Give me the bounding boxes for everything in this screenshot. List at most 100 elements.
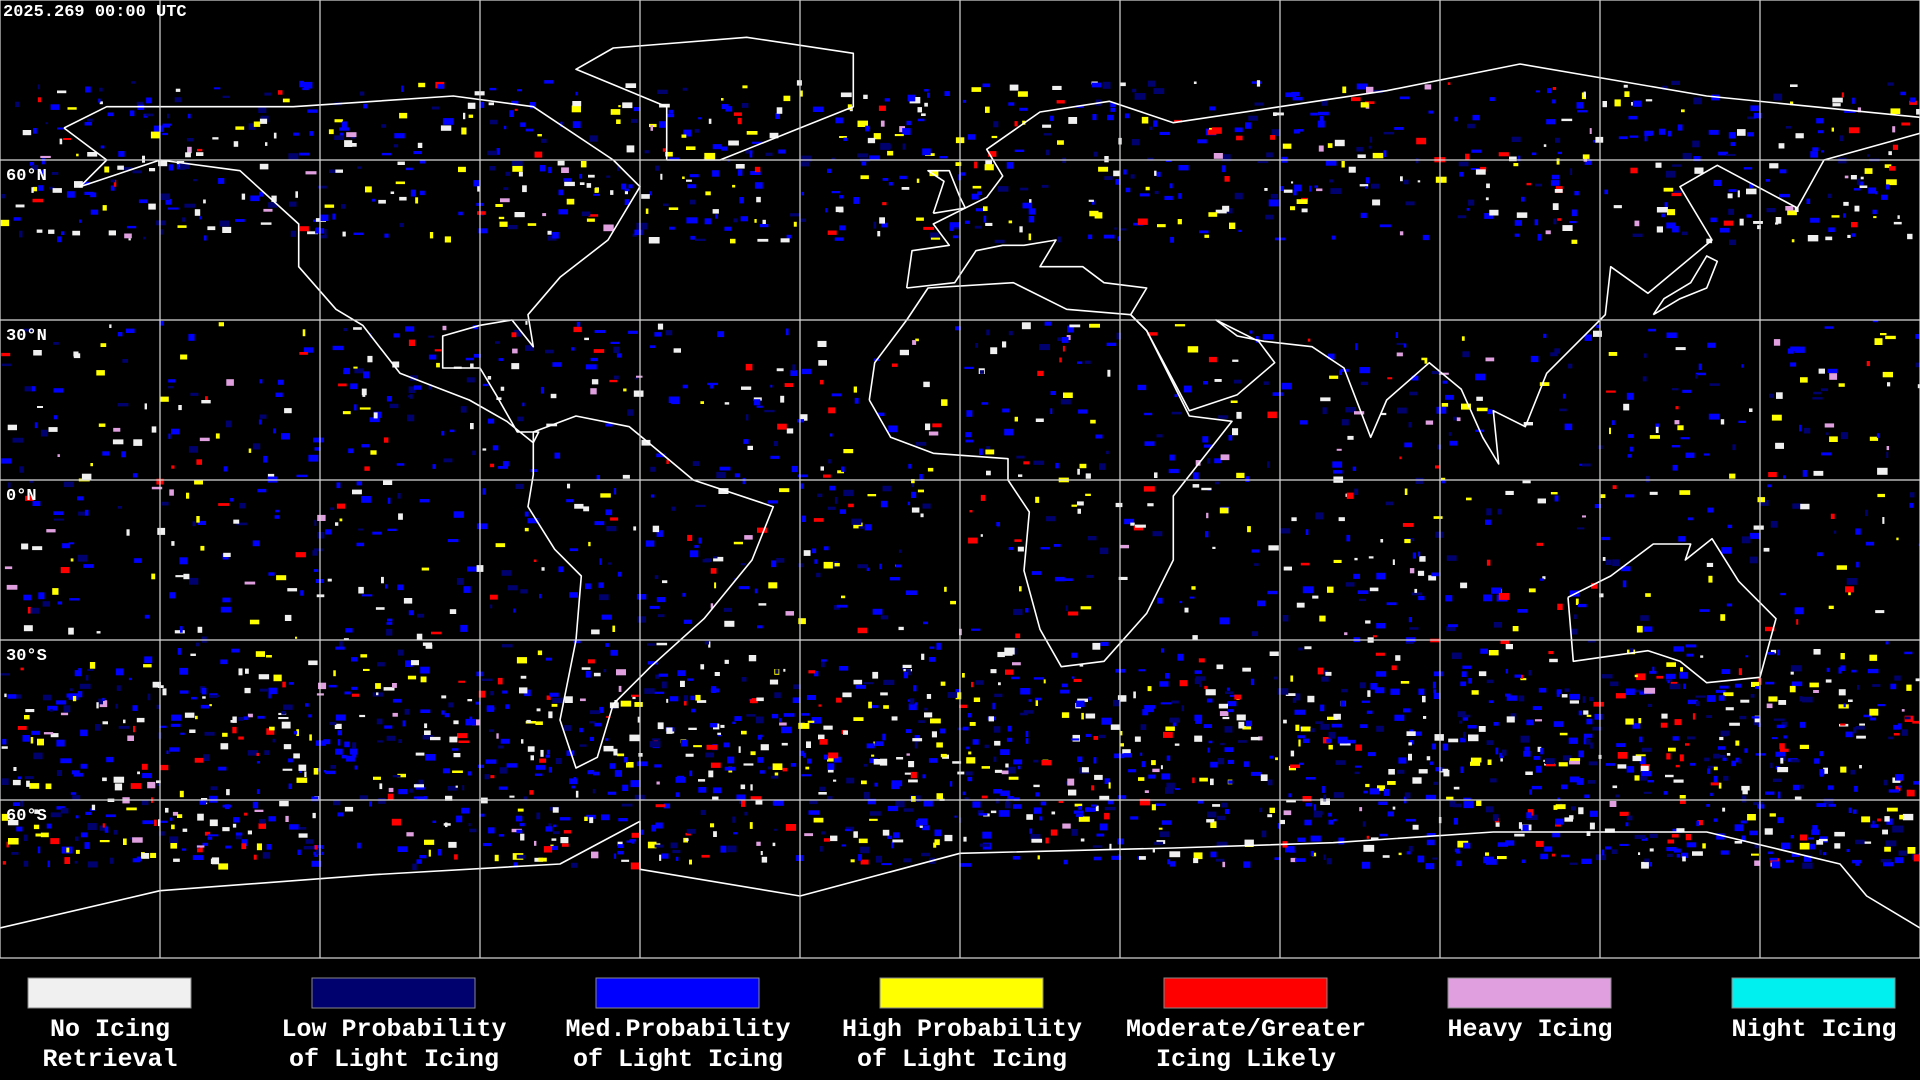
icing-pixel xyxy=(1486,183,1490,189)
icing-pixel xyxy=(1823,798,1834,804)
icing-pixel xyxy=(397,584,404,591)
icing-pixel xyxy=(1642,376,1647,382)
icing-pixel xyxy=(443,458,453,463)
icing-pixel xyxy=(1135,524,1146,528)
icing-pixel xyxy=(1449,440,1458,446)
icing-pixel xyxy=(1192,635,1198,640)
icing-pixel xyxy=(907,501,910,506)
icing-pixel xyxy=(1612,485,1617,489)
icing-pixel xyxy=(1545,230,1551,235)
icing-pixel xyxy=(1310,835,1321,842)
icing-pixel xyxy=(1881,194,1888,200)
icing-pixel xyxy=(1274,676,1278,680)
icing-pixel xyxy=(390,191,395,194)
icing-pixel xyxy=(979,370,984,374)
icing-pixel xyxy=(981,795,988,799)
icing-pixel xyxy=(708,118,712,124)
icing-pixel xyxy=(1013,797,1020,801)
icing-pixel xyxy=(1292,96,1303,101)
icing-pixel xyxy=(1819,774,1824,777)
icing-pixel xyxy=(1738,668,1742,676)
icing-pixel xyxy=(1664,202,1668,210)
icing-pixel xyxy=(614,700,618,706)
icing-pixel xyxy=(665,330,673,336)
icing-pixel xyxy=(1819,751,1823,757)
icing-pixel xyxy=(891,716,898,721)
icing-pixel xyxy=(567,483,571,489)
icing-pixel xyxy=(314,447,321,451)
icing-pixel xyxy=(1640,757,1646,764)
icing-pixel xyxy=(1476,407,1488,412)
icing-pixel xyxy=(1679,754,1684,762)
icing-pixel xyxy=(417,142,423,148)
icing-pixel xyxy=(184,712,195,718)
icing-pixel xyxy=(199,437,210,442)
icing-pixel xyxy=(1612,785,1618,789)
icing-pixel xyxy=(882,202,887,206)
icing-pixel xyxy=(756,697,764,702)
icing-pixel xyxy=(647,643,655,646)
icing-pixel xyxy=(1435,767,1443,772)
legend-swatch xyxy=(1447,977,1612,1009)
icing-pixel xyxy=(1368,145,1372,149)
icing-pixel xyxy=(551,838,557,841)
icing-pixel xyxy=(799,414,808,421)
icing-pixel xyxy=(820,379,824,385)
icing-pixel xyxy=(738,586,749,590)
icing-pixel xyxy=(1076,700,1085,708)
icing-pixel xyxy=(1766,703,1773,709)
icing-pixel xyxy=(405,326,415,332)
icing-pixel xyxy=(1251,549,1260,553)
icing-pixel xyxy=(1457,840,1469,848)
icing-pixel xyxy=(1475,169,1486,175)
icing-pixel xyxy=(1333,559,1342,563)
icing-pixel xyxy=(1844,175,1849,179)
icing-pixel xyxy=(1785,126,1791,129)
icing-pixel xyxy=(1557,603,1563,610)
icing-pixel xyxy=(1212,546,1216,549)
icing-pixel xyxy=(1656,675,1663,679)
icing-pixel xyxy=(1857,107,1861,113)
icing-pixel xyxy=(1322,786,1325,793)
icing-pixel xyxy=(278,717,289,720)
icing-pixel xyxy=(713,831,717,837)
icing-pixel xyxy=(17,726,27,730)
icing-pixel xyxy=(572,121,581,128)
icing-pixel xyxy=(1160,702,1172,705)
icing-pixel xyxy=(1568,363,1573,369)
icing-pixel xyxy=(1174,119,1182,123)
icing-pixel xyxy=(686,179,692,182)
icing-pixel xyxy=(479,101,485,108)
icing-pixel xyxy=(207,226,216,231)
icing-pixel xyxy=(1409,568,1415,574)
icing-pixel xyxy=(511,160,523,166)
icing-pixel xyxy=(1880,859,1891,863)
icing-pixel xyxy=(1079,664,1084,667)
icing-pixel xyxy=(684,695,688,702)
icing-pixel xyxy=(27,606,31,614)
icing-pixel xyxy=(1534,719,1542,722)
icing-pixel xyxy=(142,853,150,859)
icing-pixel xyxy=(902,666,906,670)
icing-pixel xyxy=(415,197,419,204)
icing-pixel xyxy=(40,832,49,838)
icing-pixel xyxy=(1677,425,1684,431)
icing-pixel xyxy=(1226,687,1230,691)
icing-pixel xyxy=(1485,197,1489,201)
icing-pixel xyxy=(1692,851,1703,856)
icing-pixel xyxy=(467,771,472,776)
icing-pixel xyxy=(827,168,832,173)
icing-pixel xyxy=(142,820,154,825)
icing-pixel xyxy=(279,800,289,807)
icing-pixel xyxy=(571,862,578,868)
icing-pixel xyxy=(447,539,459,543)
icing-pixel xyxy=(13,217,21,221)
icing-pixel xyxy=(1681,852,1689,858)
icing-pixel xyxy=(756,716,764,724)
icing-pixel xyxy=(302,329,306,337)
icing-pixel xyxy=(1441,403,1449,407)
icing-pixel xyxy=(381,576,384,584)
icing-pixel xyxy=(1353,573,1360,579)
icing-pixel xyxy=(1581,858,1592,864)
icing-pixel xyxy=(428,354,437,360)
